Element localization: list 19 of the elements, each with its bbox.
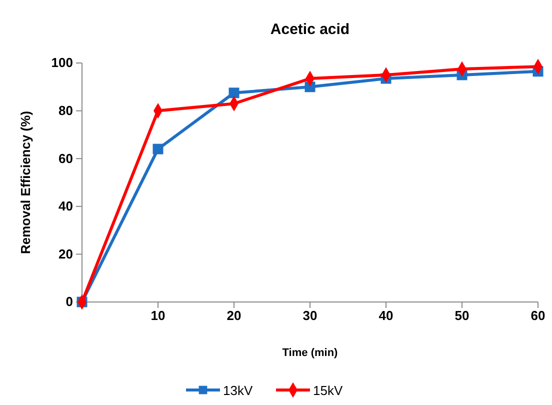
y-tick-label: 0 [66,294,73,310]
legend-label: 15kV [313,383,343,398]
legend-label: 13kV [223,383,253,398]
x-tick-label: 60 [530,308,546,324]
x-axis-title: Time (min) [282,347,338,359]
y-tick-label: 40 [58,198,73,214]
chart-title: Acetic acid [270,21,350,38]
y-axis-title: Removal Efficiency (%) [18,110,33,254]
y-tick-label: 20 [58,246,73,262]
x-tick-label: 20 [226,308,242,324]
y-tick-label: 80 [58,102,73,118]
point [228,88,240,98]
y-tick-label: 60 [58,150,73,166]
x-tick-label: 30 [302,308,318,324]
y-tick-label: 100 [51,55,73,70]
x-tick-label: 10 [150,308,166,324]
x-tick-label: 50 [454,308,470,324]
point [152,144,164,154]
x-tick-label: 40 [378,308,394,324]
